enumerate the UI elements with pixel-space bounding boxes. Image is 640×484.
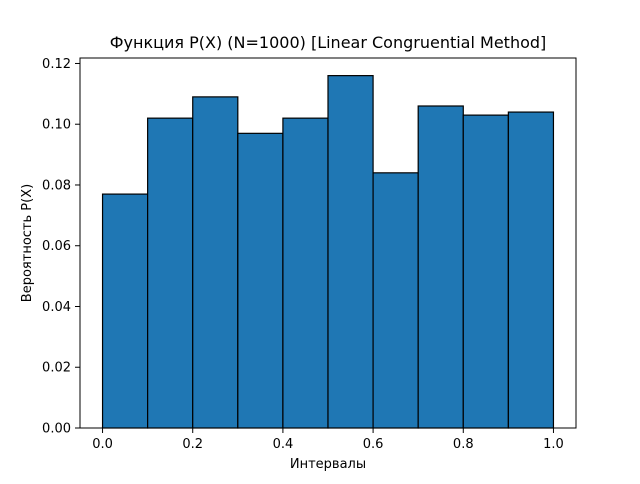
x-tick-label-1: 0.2 <box>182 437 203 452</box>
histogram-bar-0 <box>101 193 149 429</box>
chart-title: Функция P(X) (N=1000) [Linear Congruenti… <box>110 33 547 52</box>
histogram-bar-1 <box>147 117 194 429</box>
y-axis-label: Вероятность P(X) <box>20 184 35 302</box>
x-tick-label-0: 0.0 <box>92 437 113 452</box>
histogram-bar-8 <box>462 114 509 429</box>
x-tick-label-5: 1.0 <box>543 437 564 452</box>
x-axis-label: Интервалы <box>290 457 366 472</box>
x-tick-label-3: 0.6 <box>363 437 384 452</box>
histogram-bar-5 <box>327 75 374 429</box>
y-tick-label-0: 0.00 <box>42 422 71 437</box>
bars-layer <box>101 75 555 429</box>
histogram-bar-3 <box>237 132 284 429</box>
histogram-bar-6 <box>372 172 419 429</box>
y-tick-label-1: 0.02 <box>42 361 71 376</box>
y-tick-label-3: 0.06 <box>42 239 71 254</box>
x-tick-label-4: 0.8 <box>453 437 474 452</box>
x-axis: 0.0 0.2 0.4 0.6 0.8 1.0 <box>92 428 564 452</box>
histogram-bar-4 <box>282 117 329 429</box>
plot-frame <box>79 57 577 429</box>
y-tick-label-5: 0.10 <box>42 118 71 133</box>
y-tick-label-6: 0.12 <box>42 57 71 72</box>
y-axis: 0.00 0.02 0.04 0.06 0.08 0.10 0.12 <box>42 57 80 437</box>
histogram-bar-2 <box>192 96 239 429</box>
histogram-bar-9 <box>507 111 555 429</box>
histogram-bar-7 <box>417 105 464 429</box>
y-tick-label-2: 0.04 <box>42 300 71 315</box>
x-tick-label-2: 0.4 <box>273 437 294 452</box>
y-tick-label-4: 0.08 <box>42 178 71 193</box>
